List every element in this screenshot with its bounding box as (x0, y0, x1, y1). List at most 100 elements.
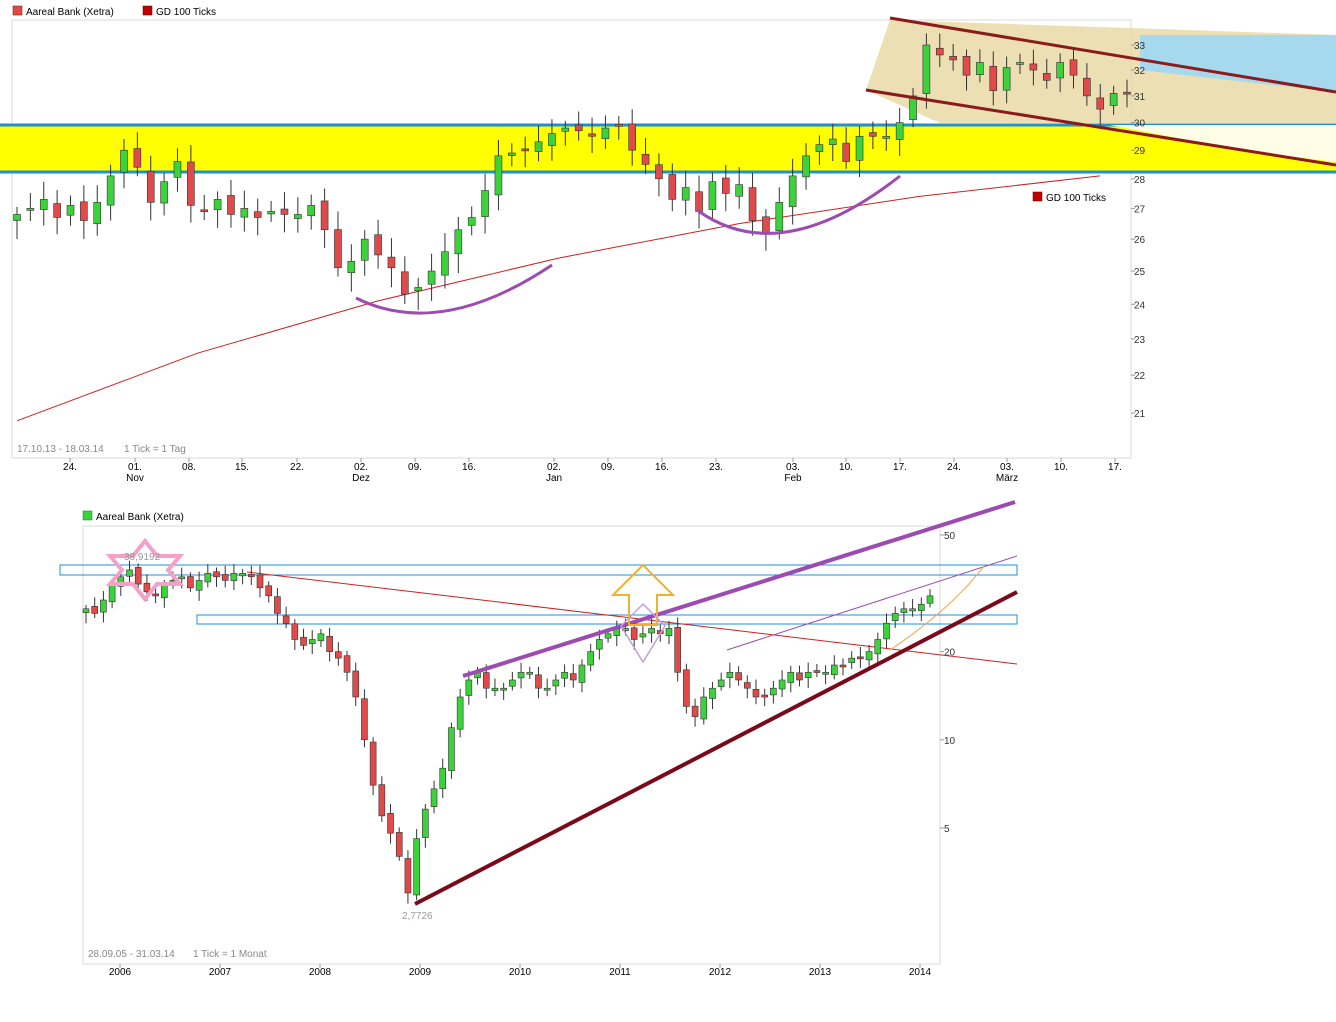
y-tick-label: 24 (1134, 300, 1146, 311)
candle-body (369, 741, 377, 786)
candle-body (855, 135, 864, 161)
candle-body (708, 181, 717, 210)
candle-body (726, 671, 734, 678)
candle-body (1069, 59, 1078, 76)
y-tick-label: 29 (1134, 146, 1146, 157)
candle-body (80, 201, 88, 221)
candle-body (630, 627, 638, 640)
candle-body (133, 148, 142, 168)
candle-body (401, 271, 409, 295)
candle-body (126, 569, 133, 577)
y-tick-label: 50 (944, 531, 956, 542)
x-tick-label: 08. (182, 462, 196, 473)
candle-body (628, 123, 636, 151)
candle-body (134, 567, 142, 585)
candle-body (448, 727, 455, 771)
candle-body (256, 574, 264, 589)
candle-body (39, 199, 48, 210)
candle-body (909, 95, 917, 120)
candle-body (735, 672, 742, 681)
candle-body (748, 187, 757, 221)
candle-body (1002, 67, 1011, 91)
y-tick-label: 30 (1134, 119, 1146, 130)
x-tick-label: 17. (893, 462, 907, 473)
candle-body (883, 622, 890, 640)
candle-body (387, 256, 396, 269)
candle-body (691, 705, 699, 717)
candle-body (441, 251, 449, 276)
candle-body (842, 142, 850, 162)
candle-body (815, 144, 824, 152)
x-month-label: Dez (352, 473, 370, 484)
top-y-axis: 21 22 23 24 25 26 27 28 29 30 31 32 33 (1131, 41, 1146, 420)
candle-body (347, 261, 356, 273)
candle-body (976, 62, 984, 75)
bottom-y-axis: 5 10 20 50 (940, 531, 956, 835)
candle-body (26, 208, 35, 211)
candle-body (561, 671, 568, 679)
legend-swatch-bottom (82, 510, 93, 521)
x-tick-label: 10. (1054, 462, 1068, 473)
candle-body (294, 214, 302, 219)
candle-body (213, 199, 222, 211)
x-month-label: März (996, 473, 1018, 484)
lower-right-fill (1110, 125, 1336, 162)
candle-body (743, 682, 751, 689)
y-tick-label: 21 (1134, 409, 1146, 420)
candle-body (195, 580, 203, 591)
candle-body (509, 679, 516, 687)
x-tick-label: 2010 (509, 967, 532, 978)
candle-body (695, 191, 703, 212)
x-tick-label: 24. (63, 462, 77, 473)
candle-body (334, 229, 342, 269)
candle-body (317, 633, 325, 642)
candle-body (709, 687, 716, 699)
candle-body (668, 174, 677, 200)
candle-body (762, 216, 770, 234)
candle-body (574, 124, 583, 132)
candle-body (361, 698, 368, 741)
candle-body (360, 238, 369, 261)
x-tick-label: 2009 (409, 967, 432, 978)
candle-body (989, 65, 998, 91)
candle-body (308, 639, 316, 644)
candle-body (146, 171, 155, 203)
candle-body (274, 596, 281, 614)
candle-body (770, 687, 777, 696)
candle-body (508, 152, 516, 156)
x-tick-label: 24. (947, 462, 961, 473)
legend-swatch-ma (142, 5, 153, 16)
candle-body (467, 217, 476, 226)
candle-body (439, 767, 447, 789)
candle-body (280, 208, 289, 215)
candle-body (240, 208, 249, 218)
candle-body (788, 175, 797, 207)
x-tick-label: 16. (462, 462, 476, 473)
purple-upper-channel (462, 500, 1016, 678)
candle-body (909, 608, 916, 612)
y-tick-label: 5 (944, 824, 950, 835)
x-tick-label: 10. (839, 462, 853, 473)
candle-body (430, 788, 438, 807)
legend-swatch-price (12, 5, 23, 16)
candle-body (500, 687, 507, 691)
candle-body (604, 633, 612, 639)
candle-body (882, 135, 891, 139)
x-tick-label: 2013 (809, 967, 832, 978)
candle-body (335, 651, 342, 659)
cup-arc-1 (355, 263, 553, 315)
support-band (0, 125, 1336, 172)
candle-body (481, 190, 489, 217)
candle-body (422, 808, 429, 838)
support-trendline (414, 590, 1018, 906)
candle-body (173, 161, 182, 178)
candle-body (326, 635, 333, 652)
candle-body (282, 615, 290, 624)
candle-body (735, 184, 743, 197)
x-tick-label: 22. (290, 462, 304, 473)
candle-body (253, 211, 262, 218)
x-tick-label: 16. (655, 462, 669, 473)
candle-body (895, 122, 904, 140)
candle-body (578, 664, 586, 683)
candle-body (917, 604, 925, 612)
